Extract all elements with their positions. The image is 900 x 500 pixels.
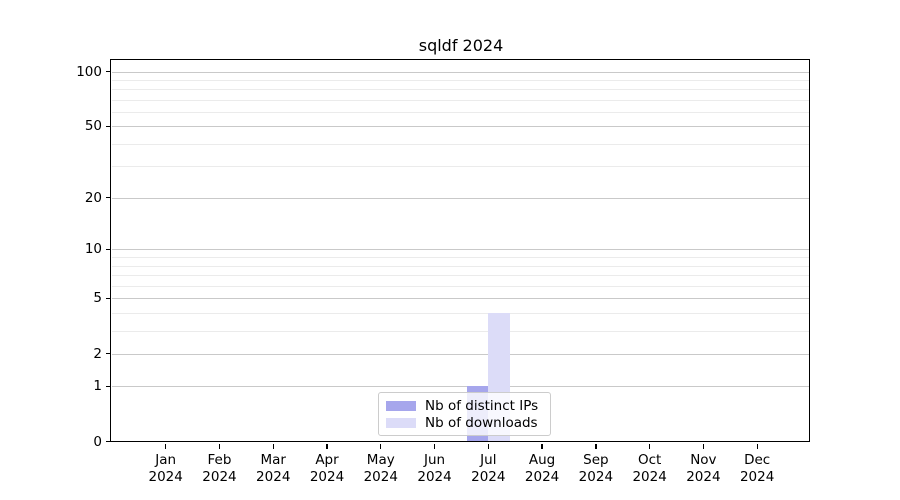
x-tick-label: May 2024: [363, 452, 398, 485]
x-tick-label: Jun 2024: [417, 452, 452, 485]
distinct-ips-swatch-icon: [386, 400, 416, 412]
y-tick-mark: [105, 441, 111, 443]
plot-area: [112, 60, 810, 442]
y-tick-mark: [105, 71, 111, 73]
y-tick-mark: [105, 125, 111, 128]
x-tick-mark: [487, 443, 490, 449]
downloads-swatch-icon: [386, 417, 416, 429]
x-tick-mark: [272, 443, 274, 449]
y-tick-label: 20: [84, 189, 102, 206]
x-tick-mark: [380, 443, 382, 449]
x-tick-mark: [541, 443, 543, 449]
minor-gridline: [112, 143, 810, 145]
chart-title: sqldf 2024: [418, 36, 504, 55]
x-tick-label: Mar 2024: [256, 452, 291, 485]
minor-gridline: [112, 265, 810, 267]
minor-gridline: [112, 275, 810, 277]
x-tick-mark: [595, 443, 597, 449]
major-gridline: [112, 353, 810, 355]
x-tick-label: Feb 2024: [202, 452, 237, 485]
legend-label-distinct-ips: Nb of distinct IPs: [425, 398, 539, 414]
minor-gridline: [112, 112, 810, 114]
y-tick-label: 1: [93, 378, 102, 395]
y-tick-label: 100: [76, 63, 102, 80]
minor-gridline: [112, 257, 810, 259]
y-tick-label: 0: [93, 433, 102, 450]
x-tick-label: Sep 2024: [578, 452, 614, 485]
y-tick-label: 50: [84, 118, 102, 135]
major-gridline: [112, 298, 810, 300]
legend-item-distinct-ips: Nb of distinct IPs: [386, 398, 541, 414]
x-tick-mark: [756, 443, 758, 449]
major-gridline: [112, 386, 810, 388]
x-tick-mark: [326, 443, 328, 449]
major-gridline: [112, 71, 810, 73]
x-tick-label: Apr 2024: [309, 452, 345, 485]
x-tick-label: Nov 2024: [686, 452, 721, 485]
minor-gridline: [112, 330, 810, 332]
minor-gridline: [112, 312, 810, 314]
x-tick-mark: [165, 443, 167, 449]
y-tick-mark: [105, 248, 111, 251]
y-tick-label: 2: [93, 345, 102, 362]
x-tick-mark: [702, 443, 705, 449]
y-tick-mark: [105, 385, 111, 387]
y-tick-label: 5: [93, 290, 102, 307]
minor-gridline: [112, 80, 810, 82]
y-tick-mark: [105, 197, 111, 199]
x-tick-mark: [649, 443, 651, 449]
major-gridline: [112, 249, 810, 251]
minor-gridline: [112, 99, 810, 101]
x-tick-label: Oct 2024: [632, 452, 667, 485]
minor-gridline: [112, 166, 810, 168]
x-tick-label: Jan 2024: [148, 452, 183, 485]
y-tick-label: 10: [84, 241, 102, 258]
x-tick-mark: [218, 443, 221, 449]
legend: Nb of distinct IPs Nb of downloads: [378, 392, 551, 436]
x-tick-label: Jul 2024: [471, 452, 506, 485]
major-gridline: [112, 126, 810, 128]
legend-label-downloads: Nb of downloads: [425, 415, 538, 431]
x-tick-mark: [433, 443, 436, 449]
legend-item-downloads: Nb of downloads: [386, 415, 541, 431]
major-gridline: [112, 197, 810, 199]
minor-gridline: [112, 285, 810, 287]
minor-gridline: [112, 89, 810, 91]
y-tick-mark: [105, 353, 111, 355]
x-tick-label: Aug 2024: [524, 452, 560, 485]
y-tick-mark: [105, 297, 111, 299]
x-tick-label: Dec 2024: [739, 452, 775, 485]
